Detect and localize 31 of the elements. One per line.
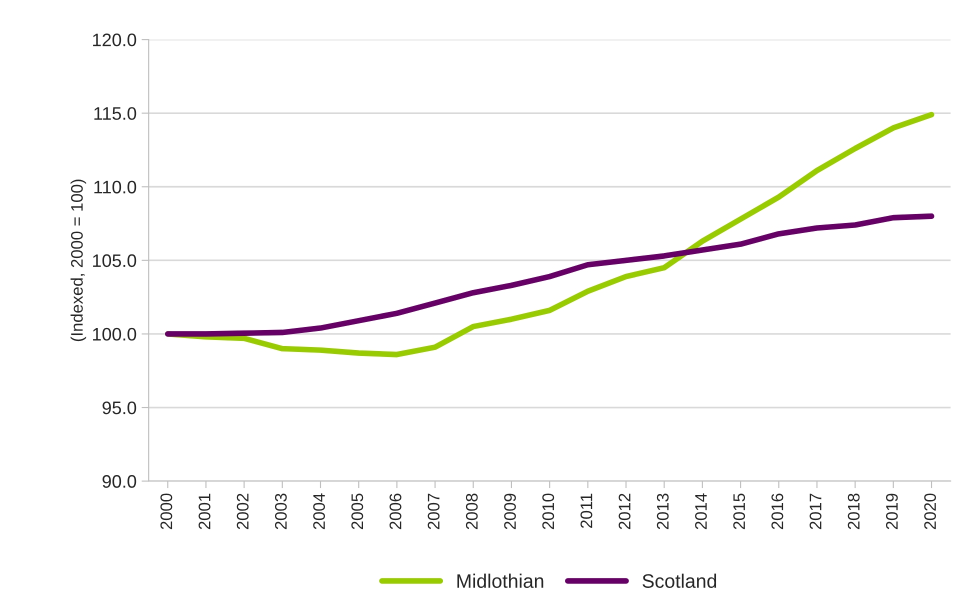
x-tick-label: 2020 — [924, 494, 936, 530]
y-tick-label: 90.0 — [102, 475, 136, 488]
x-tick-label: 2003 — [274, 494, 287, 530]
x-tick-label: 2009 — [504, 494, 516, 530]
x-tick-label: 2001 — [198, 494, 210, 530]
x-tick-label: 2019 — [886, 494, 898, 530]
x-tick-label: 2005 — [351, 494, 364, 530]
x-tick-label: 2013 — [656, 494, 669, 530]
y-tick-label: 110.0 — [94, 180, 136, 194]
y-tick-label: 100.0 — [93, 328, 136, 341]
y-tick-label: 120.0 — [93, 34, 136, 46]
x-tick-label: 2004 — [313, 493, 325, 530]
x-tick-label: 2007 — [428, 494, 440, 530]
x-tick-label: 2002 — [236, 494, 249, 530]
x-tick-label: 2014 — [695, 493, 707, 530]
x-tick-label: 2000 — [160, 494, 172, 530]
x-tick-label: 2017 — [810, 494, 822, 530]
legend-label: Scotland — [642, 574, 716, 588]
y-tick-label: 115.0 — [94, 107, 136, 120]
x-tick-label: 2018 — [848, 494, 860, 530]
y-tick-label: 105.0 — [93, 254, 136, 268]
x-tick-label: 2012 — [618, 494, 630, 530]
legend-label: Midlothian — [457, 574, 544, 588]
y-tick-label: 95.0 — [102, 401, 136, 414]
y-axis-title: (Indexed, 2000 = 100) — [70, 180, 86, 342]
x-tick-label: 2006 — [390, 494, 402, 530]
x-tick-label: 2016 — [771, 494, 784, 530]
x-tick-label: 2008 — [466, 494, 478, 530]
x-tick-label: 2011 — [580, 494, 592, 528]
x-tick-label: 2010 — [542, 494, 554, 530]
x-tick-label: 2015 — [733, 494, 746, 530]
